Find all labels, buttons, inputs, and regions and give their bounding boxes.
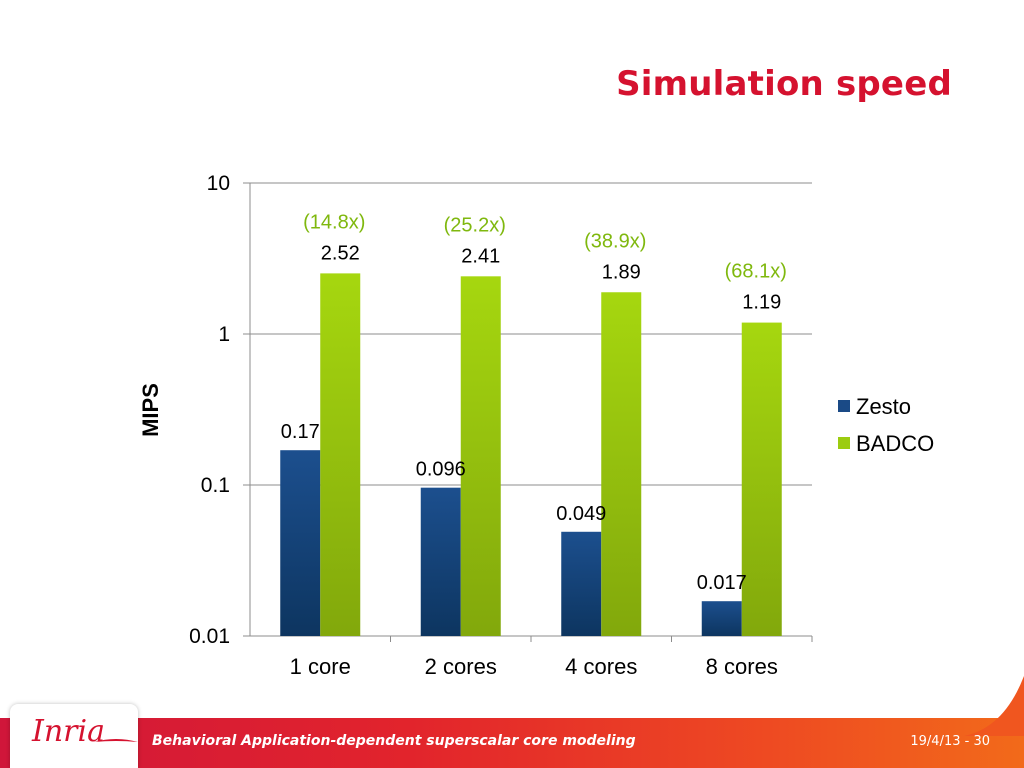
bar-badco [460, 276, 501, 636]
bar-badco [320, 273, 361, 636]
data-label-badco: 2.52 [321, 242, 360, 264]
chart: 10 1 0.1 0.01 1 core 0.17 2.52 (14.8x) 2 cores 0.… [138, 172, 934, 679]
bar-badco [741, 322, 782, 636]
speedup-annotation: (38.9x) [584, 230, 646, 252]
legend-swatch-badco [838, 437, 850, 449]
data-label-badco: 1.19 [742, 292, 781, 314]
logo: Inria [10, 704, 138, 768]
x-tick-label: 8 cores [706, 654, 778, 679]
x-tick-label: 1 core [290, 654, 351, 679]
legend: Zesto BADCO [838, 394, 934, 456]
speedup-annotation: (25.2x) [444, 214, 506, 236]
slide-title: Simulation speed [616, 64, 952, 104]
speedup-annotation: (14.8x) [303, 211, 365, 233]
data-label-zesto: 0.017 [697, 572, 747, 594]
legend-swatch-zesto [838, 400, 850, 412]
legend-label-badco: BADCO [856, 431, 934, 456]
logo-wordmark: Inria [32, 714, 105, 749]
x-tick-label: 4 cores [565, 654, 637, 679]
footer-corner-curve [964, 676, 1024, 736]
speedup-annotation: (68.1x) [725, 261, 787, 283]
data-label-zesto: 0.096 [416, 459, 466, 481]
y-tick-label: 10 [207, 172, 230, 195]
y-axis-label: MIPS [138, 383, 163, 437]
bar-zesto [701, 601, 742, 636]
bar-zesto [280, 450, 321, 636]
footer-page-number: 19/4/13 - 30 [910, 734, 990, 749]
labels-layer: 10 1 0.1 0.01 1 core 0.17 2.52 (14.8x) 2 cores 0.… [189, 172, 787, 679]
legend-label-zesto: Zesto [856, 394, 911, 419]
y-tick-label: 0.1 [201, 474, 230, 497]
bars-layer [280, 273, 782, 636]
bar-badco [601, 292, 642, 636]
data-label-zesto: 0.049 [556, 503, 606, 525]
data-label-zesto: 0.17 [281, 421, 320, 443]
y-tick-label: 0.01 [189, 625, 230, 648]
y-tick-label: 1 [218, 323, 230, 346]
data-label-badco: 1.89 [602, 261, 641, 283]
logo-swoosh-icon [94, 739, 138, 742]
bar-zesto [561, 531, 602, 636]
data-label-badco: 2.41 [461, 245, 500, 267]
x-tick-label: 2 cores [425, 654, 497, 679]
footer-bar [0, 718, 1024, 768]
footer-title: Behavioral Application-dependent supersc… [152, 733, 636, 749]
bar-zesto [420, 487, 461, 636]
